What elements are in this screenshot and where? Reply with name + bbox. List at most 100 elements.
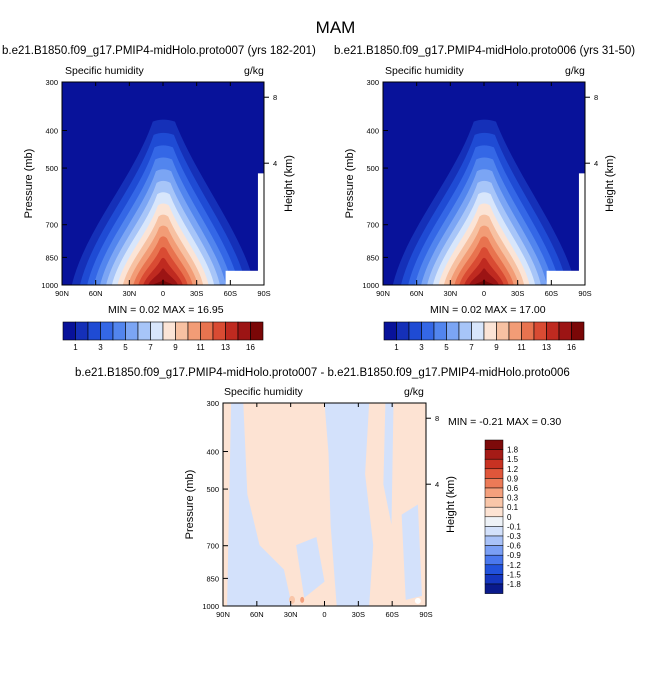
colorbar-swatch <box>484 497 504 508</box>
colorbar-swatch <box>484 468 504 479</box>
y-tick-label: 700 <box>45 221 58 230</box>
colorbar-label: 0 <box>507 513 512 522</box>
colorbar-swatch <box>558 321 572 341</box>
colorbar-label: -1.2 <box>507 561 521 570</box>
colorbar-swatch <box>396 321 410 341</box>
y-tick-label: 700 <box>206 542 219 551</box>
x-tick-label: 60S <box>224 289 237 298</box>
x-tick-label: 30S <box>352 610 365 619</box>
colorbar-swatch <box>125 321 139 341</box>
colorbar-label: 13 <box>542 343 551 352</box>
colorbar-swatch <box>458 321 472 341</box>
colorbar-swatch <box>237 321 251 341</box>
colorbar-label: 1 <box>73 343 78 352</box>
colorbar-label: -1.5 <box>507 570 521 579</box>
colorbar-swatch <box>484 458 504 470</box>
panel-1-title: b.e21.B1850.f09_g17.PMIP4-midHolo.proto0… <box>2 45 316 57</box>
x-tick-label: 90S <box>578 289 591 298</box>
negative-region-2 <box>324 403 374 606</box>
x-tick-label: 90N <box>216 610 230 619</box>
colorbar-swatch <box>212 321 226 341</box>
colorbar-label: -0.9 <box>507 551 521 560</box>
colorbar-swatch <box>484 439 504 450</box>
colorbar-swatch <box>484 564 504 575</box>
colorbar-swatch <box>75 321 89 341</box>
y-tick-label: 400 <box>366 127 379 136</box>
x-tick-label: 90N <box>55 289 69 298</box>
colorbar-label: 11 <box>517 343 526 352</box>
contour-level-14 <box>469 268 499 285</box>
colorbar-swatch <box>484 545 504 556</box>
diff-panel-plot: 90N 60N 30N 0 30S 60S 90S 300 400 500 700 850 1000 8 4… <box>184 399 457 619</box>
colorbar-swatch <box>112 321 126 341</box>
height-tick-label: 8 <box>435 414 439 423</box>
positive-spot <box>300 596 305 603</box>
panel-1-units-label: g/kg <box>244 65 264 77</box>
x-tick-label: 60N <box>410 289 424 298</box>
colorbar-label: 7 <box>148 343 153 352</box>
y-tick-label: 500 <box>366 164 379 173</box>
colorbar-label: 0.9 <box>507 474 519 483</box>
panel-1-colorbar: 1 3 5 7 9 11 13 16 <box>62 321 264 352</box>
x-tick-label: 30N <box>443 289 457 298</box>
diff-panel-minmax: MIN = -0.21 MAX = 0.30 <box>448 416 562 428</box>
colorbar-label: 1.2 <box>507 465 519 474</box>
x-tick-label: 30N <box>122 289 136 298</box>
colorbar-swatch <box>421 321 435 341</box>
colorbar-label: 9 <box>173 343 178 352</box>
colorbar-label: -0.3 <box>507 532 521 541</box>
colorbar-swatch <box>250 321 264 341</box>
main-title: MAM <box>315 18 356 37</box>
panel-1-minmax: MIN = 0.02 MAX = 16.95 <box>108 304 224 316</box>
y-axis-label: Pressure (mb) <box>344 149 356 219</box>
colorbar-swatch <box>508 321 522 341</box>
height-tick-label: 8 <box>594 93 598 102</box>
panel-1-plot: 90N 60N 30N 0 30S 60S 90S 300 400 500 700 850 1000 8 4… <box>23 78 295 298</box>
colorbar-label: 13 <box>221 343 230 352</box>
colorbar-swatch <box>484 516 504 527</box>
x-tick-label: 60S <box>545 289 558 298</box>
x-tick-label: 90S <box>419 610 432 619</box>
colorbar-label: 1 <box>394 343 399 352</box>
x-tick-label: 0 <box>322 610 326 619</box>
colorbar-swatch <box>546 321 560 341</box>
colorbar-swatch <box>533 321 547 341</box>
colorbar-swatch <box>87 321 101 341</box>
colorbar-swatch <box>137 321 151 341</box>
negative-region-1 <box>227 403 293 606</box>
colorbar-label: 5 <box>444 343 449 352</box>
height-tick-label: 4 <box>435 480 439 489</box>
missing-data-edge <box>578 173 585 285</box>
colorbar-label: -1.8 <box>507 580 521 589</box>
diff-panel-colorbar: 1.81.51.20.90.60.30.10-0.1-0.3-0.6-0.9-1… <box>484 439 521 594</box>
y-tick-label: 300 <box>366 78 379 87</box>
panel-2-units-label: g/kg <box>565 65 585 77</box>
y-tick-label: 850 <box>366 253 379 262</box>
colorbar-label: 16 <box>567 343 576 352</box>
colorbar-swatch <box>496 321 510 341</box>
panel-1-variable-label: Specific humidity <box>65 65 144 77</box>
colorbar-swatch <box>100 321 114 341</box>
panel-2-variable-label: Specific humidity <box>385 65 464 77</box>
colorbar-swatch <box>225 321 239 341</box>
positive-spot <box>289 595 296 604</box>
colorbar-swatch <box>484 554 504 566</box>
missing-data-patch <box>546 270 585 285</box>
y-tick-label: 850 <box>45 253 58 262</box>
y-tick-label: 400 <box>206 448 219 457</box>
x-tick-label: 0 <box>161 289 165 298</box>
colorbar-swatch <box>62 321 76 341</box>
x-tick-label: 30S <box>511 289 524 298</box>
y-axis-right-label: Height (km) <box>604 155 616 212</box>
colorbar-label: 16 <box>246 343 255 352</box>
colorbar-swatch <box>433 321 447 341</box>
y-axis-label: Pressure (mb) <box>23 149 35 219</box>
x-tick-label: 60N <box>89 289 103 298</box>
colorbar-label: 0.6 <box>507 484 519 493</box>
y-tick-label: 300 <box>45 78 58 87</box>
y-axis-right-label: Height (km) <box>283 155 295 212</box>
colorbar-label: 3 <box>419 343 424 352</box>
colorbar-label: 0.1 <box>507 503 519 512</box>
colorbar-swatch <box>200 321 214 341</box>
diff-panel-units-label: g/kg <box>404 386 424 398</box>
